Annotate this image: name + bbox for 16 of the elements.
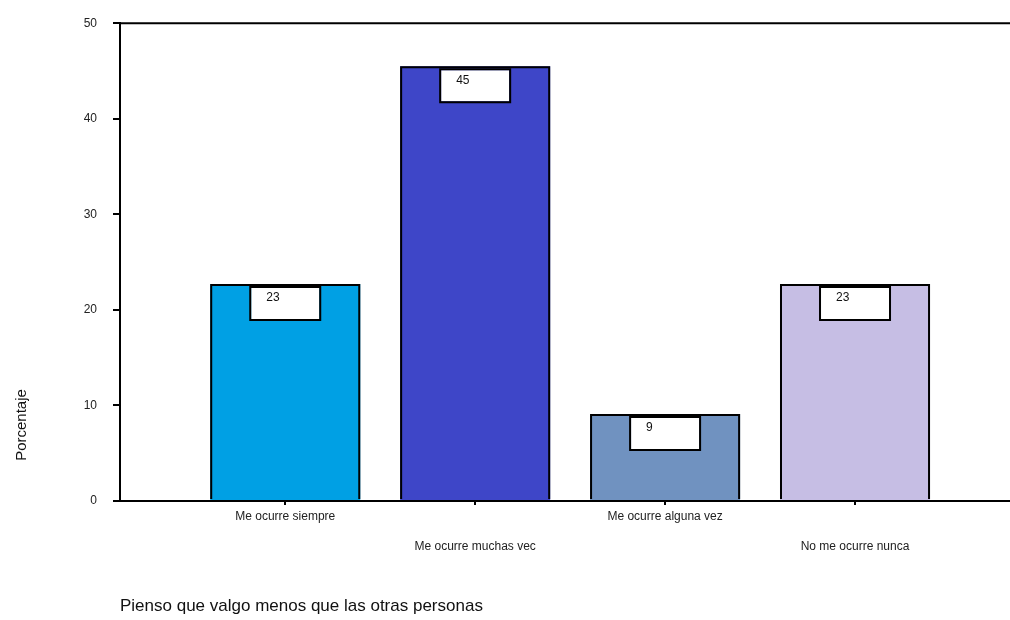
y-tick-label: 40 bbox=[83, 111, 98, 126]
y-tick-label: 0 bbox=[90, 493, 98, 508]
data-label: 45 bbox=[456, 72, 470, 87]
y-tick-label: 20 bbox=[83, 302, 98, 317]
y-axis-title: Porcentaje bbox=[12, 389, 30, 461]
x-axis-title: Pienso que valgo menos que las otras personas bbox=[120, 596, 483, 616]
y-tick-label: 30 bbox=[83, 206, 98, 221]
x-tick-label: Me ocurre muchas vec bbox=[414, 539, 536, 554]
x-tick-label: Me ocurre siempre bbox=[235, 509, 336, 524]
data-label: 23 bbox=[266, 290, 280, 305]
x-tick-label: Me ocurre alguna vez bbox=[607, 509, 723, 524]
x-tick-label: No me ocurre nunca bbox=[800, 539, 910, 554]
data-label: 9 bbox=[646, 420, 654, 435]
y-tick-label: 10 bbox=[83, 397, 98, 412]
y-tick-label: 50 bbox=[83, 15, 98, 30]
data-label: 23 bbox=[836, 290, 850, 305]
